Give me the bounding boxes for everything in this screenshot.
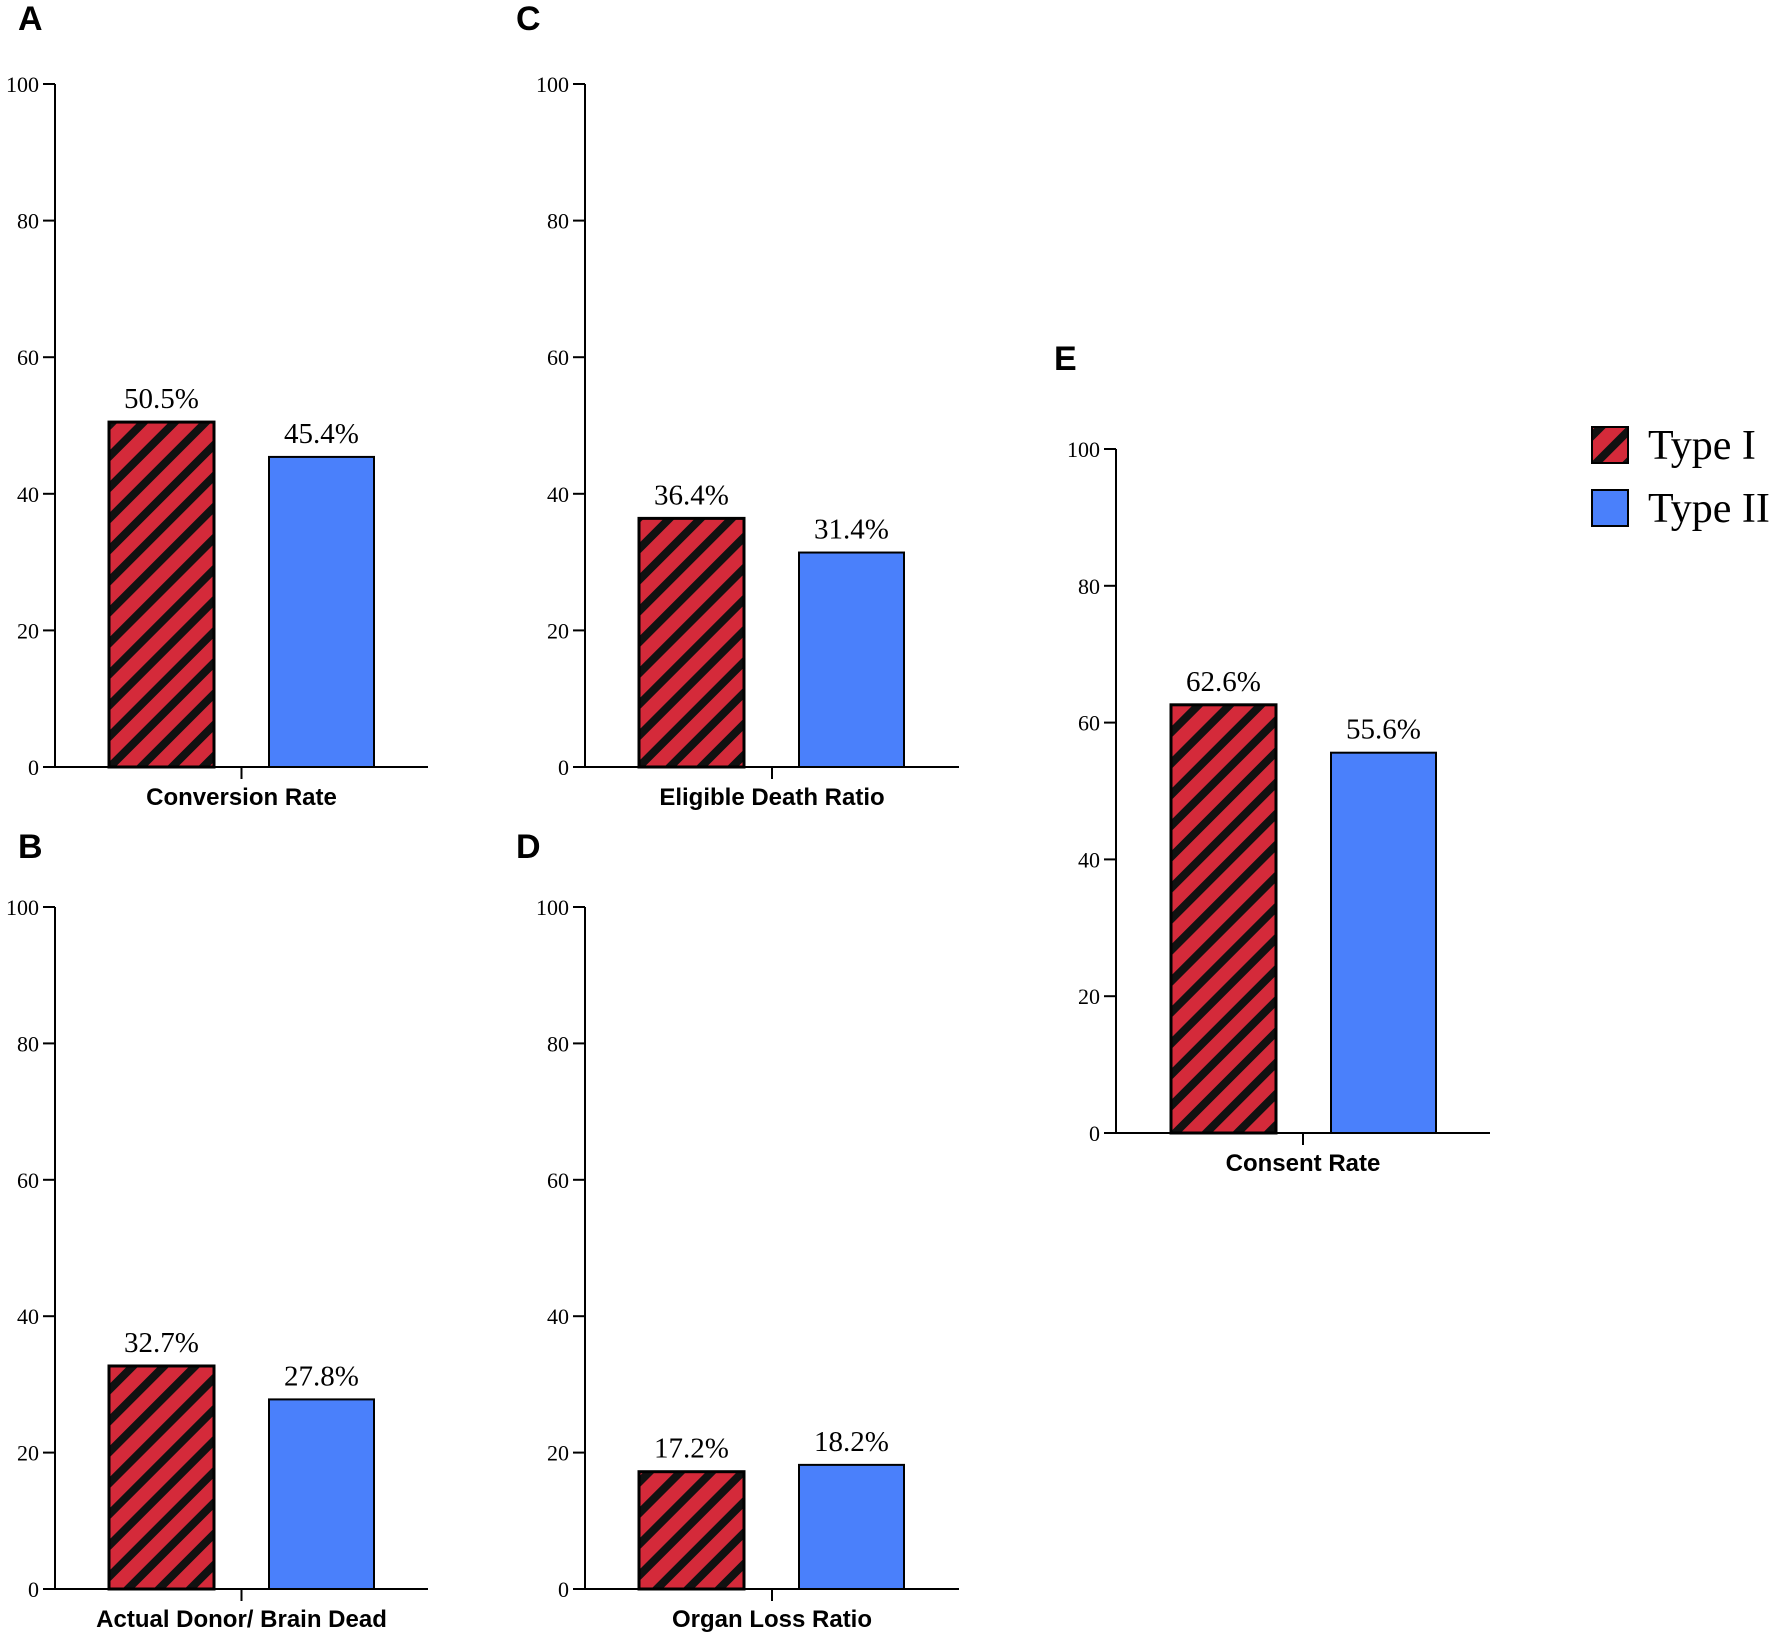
bar-type-i xyxy=(1169,703,1278,1135)
y-tick-label: 40 xyxy=(17,482,39,507)
y-tick-label: 100 xyxy=(6,895,39,920)
panel-letter: A xyxy=(18,0,43,38)
data-label: 17.2% xyxy=(654,1433,729,1465)
data-label: 62.6% xyxy=(1186,666,1261,698)
legend-label-type-ii: Type II xyxy=(1648,486,1770,532)
data-label: 32.7% xyxy=(124,1327,199,1359)
y-tick-label: 20 xyxy=(547,618,569,643)
y-tick-label: 40 xyxy=(547,1304,569,1329)
bar-type-i xyxy=(637,1470,746,1591)
panel-d: D 0 20 40 60 80 100 17.2% 18.2% Organ Loss Ratio xyxy=(516,828,959,1633)
data-label: 50.5% xyxy=(124,383,199,415)
y-tick-label: 60 xyxy=(547,345,569,370)
y-tick-label: 40 xyxy=(547,482,569,507)
panel-letter: B xyxy=(18,828,43,866)
legend: Type I Type II xyxy=(1591,423,1770,532)
y-tick-label: 60 xyxy=(17,345,39,370)
bar-type-i xyxy=(637,516,746,769)
bar-type-i xyxy=(107,420,216,769)
data-label: 27.8% xyxy=(284,1360,359,1392)
panels: A 0 20 40 60 80 100 50.5% 45.4% Conversion Rate B 0… xyxy=(6,0,1490,1633)
bar-type-i xyxy=(107,1364,216,1591)
y-tick-label: 20 xyxy=(1078,984,1100,1009)
panel-b: B 0 20 40 60 80 100 32.7% 27.8% Actual Donor/ Bra… xyxy=(6,828,428,1633)
legend-swatch-type-i xyxy=(1591,426,1629,464)
data-label: 36.4% xyxy=(654,479,729,511)
y-tick-label: 80 xyxy=(17,209,39,234)
data-label: 18.2% xyxy=(814,1426,889,1458)
y-tick-label: 100 xyxy=(6,72,39,97)
y-tick-label: 60 xyxy=(547,1168,569,1193)
x-axis-label: Conversion Rate xyxy=(146,784,337,811)
y-tick-label: 0 xyxy=(28,755,39,780)
x-axis-label: Eligible Death Ratio xyxy=(659,784,884,811)
y-tick-label: 80 xyxy=(547,209,569,234)
legend-label-type-i: Type I xyxy=(1648,423,1756,469)
x-axis-label: Consent Rate xyxy=(1226,1150,1381,1177)
legend-swatch-type-ii xyxy=(1591,489,1629,527)
y-tick-label: 40 xyxy=(17,1304,39,1329)
y-tick-label: 20 xyxy=(547,1441,569,1466)
y-tick-label: 0 xyxy=(558,755,569,780)
bar-type-ii xyxy=(798,1463,905,1590)
bar-type-ii xyxy=(798,551,905,769)
y-tick-label: 40 xyxy=(1078,847,1100,872)
bar-type-ii xyxy=(1330,751,1437,1134)
y-tick-label: 100 xyxy=(536,72,569,97)
y-tick-label: 0 xyxy=(1089,1121,1100,1146)
y-tick-label: 60 xyxy=(1078,711,1100,736)
panel-e: E 0 20 40 60 80 100 62.6% 55.6% Consent Rate xyxy=(1054,340,1490,1177)
panel-letter: C xyxy=(516,0,541,38)
bar-type-ii xyxy=(268,1398,375,1591)
data-label: 31.4% xyxy=(814,514,889,546)
y-tick-label: 20 xyxy=(17,618,39,643)
y-tick-label: 0 xyxy=(558,1577,569,1602)
y-tick-label: 80 xyxy=(547,1031,569,1056)
x-axis-label: Organ Loss Ratio xyxy=(672,1606,872,1633)
data-label: 45.4% xyxy=(284,418,359,450)
bar-type-ii xyxy=(268,455,375,768)
y-tick-label: 20 xyxy=(17,1441,39,1466)
y-tick-label: 100 xyxy=(1067,437,1100,462)
y-tick-label: 0 xyxy=(28,1577,39,1602)
y-tick-label: 80 xyxy=(1078,574,1100,599)
panel-a: A 0 20 40 60 80 100 50.5% 45.4% Conversion Rate xyxy=(6,0,428,811)
y-tick-label: 60 xyxy=(17,1168,39,1193)
panel-letter: E xyxy=(1054,340,1077,378)
y-tick-label: 100 xyxy=(536,895,569,920)
panel-c: C 0 20 40 60 80 100 36.4% 31.4% Eligible Death Ra… xyxy=(516,0,959,811)
x-axis-label: Actual Donor/ Brain Dead xyxy=(96,1606,387,1633)
panel-letter: D xyxy=(516,828,541,866)
y-tick-label: 80 xyxy=(17,1031,39,1056)
data-label: 55.6% xyxy=(1346,714,1421,746)
